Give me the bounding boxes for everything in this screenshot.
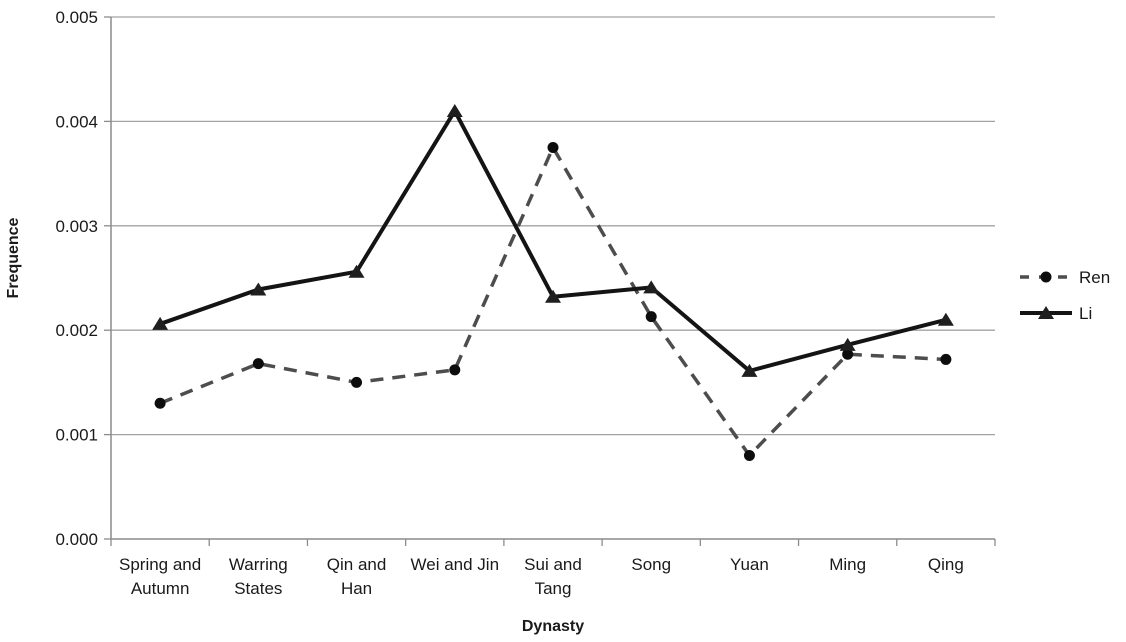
gridlines xyxy=(111,16,995,436)
triangle-marker xyxy=(741,363,758,377)
x-category-label: Qin and xyxy=(327,555,387,574)
circle-marker xyxy=(154,397,166,409)
data-series xyxy=(152,103,954,461)
circle-marker xyxy=(351,376,363,388)
x-category-label: Song xyxy=(631,555,671,574)
y-tick-label: 0.000 xyxy=(55,530,98,549)
x-category-labels: Spring and Autumn Warring States Qin and Han W… xyxy=(119,555,964,598)
x-category-label: Spring and xyxy=(119,555,201,574)
triangle-marker xyxy=(839,337,856,351)
x-category-label: Ming xyxy=(829,555,866,574)
series-line xyxy=(159,143,946,459)
legend-label: Ren xyxy=(1079,268,1110,287)
legend: Ren Li xyxy=(1020,268,1110,323)
circle-marker xyxy=(547,142,559,153)
y-axis-title: Frequence xyxy=(5,217,22,298)
y-tick-label: 0.005 xyxy=(55,8,98,27)
triangle-marker xyxy=(937,312,954,326)
triangle-marker xyxy=(545,289,561,303)
x-category-label: Warring xyxy=(229,555,288,574)
x-category-label: Han xyxy=(341,579,372,598)
circle-marker xyxy=(449,364,461,376)
circle-marker xyxy=(1040,271,1052,283)
triangle-marker xyxy=(152,316,169,330)
axes xyxy=(104,16,996,546)
circle-marker xyxy=(940,353,952,365)
legend-item-ren: Ren xyxy=(1020,268,1110,287)
legend-label: Li xyxy=(1079,304,1092,323)
x-category-label: Qing xyxy=(928,555,964,574)
y-tick-label: 0.004 xyxy=(55,112,98,131)
x-category-label: Autumn xyxy=(131,579,190,598)
x-category-label: States xyxy=(234,579,282,598)
triangle-marker xyxy=(446,103,463,117)
series-li xyxy=(152,103,954,377)
circle-marker xyxy=(252,358,264,370)
triangle-marker xyxy=(643,280,660,294)
y-tick-label: 0.003 xyxy=(55,217,98,236)
x-axis-title: Dynasty xyxy=(522,618,584,635)
circle-marker xyxy=(743,449,755,461)
x-category-label: Yuan xyxy=(730,555,769,574)
x-category-label: Sui and xyxy=(524,555,582,574)
series-ren xyxy=(154,142,952,461)
triangle-marker xyxy=(348,264,365,278)
triangle-marker xyxy=(1038,306,1054,319)
legend-item-li: Li xyxy=(1020,304,1092,323)
x-category-label: Tang xyxy=(535,579,572,598)
y-tick-label: 0.001 xyxy=(55,426,98,445)
x-category-label: Wei and Jin xyxy=(411,555,500,574)
y-tick-labels: 0.000 0.001 0.002 0.003 0.004 0.005 xyxy=(55,8,98,549)
y-tick-label: 0.002 xyxy=(55,321,98,340)
circle-marker xyxy=(842,348,854,360)
circle-marker xyxy=(645,311,657,323)
triangle-marker xyxy=(250,282,267,296)
